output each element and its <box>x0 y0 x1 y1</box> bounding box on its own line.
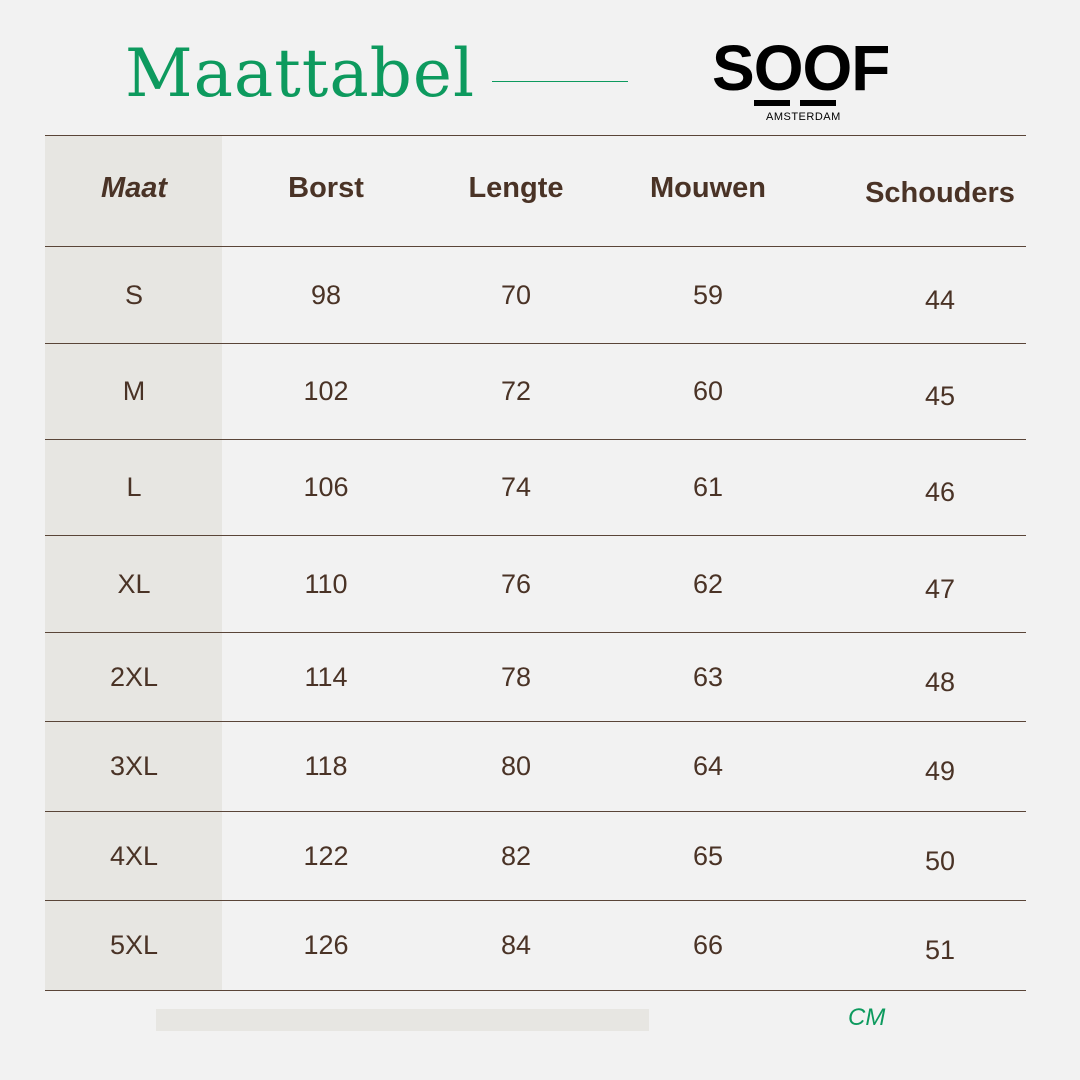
size-cell: 5XL <box>109 930 159 960</box>
row-divider <box>45 246 1026 247</box>
column-header: Mouwen <box>650 172 766 204</box>
measure-cell: 44 <box>924 284 956 315</box>
measure-cell: 106 <box>303 472 349 502</box>
brand-logo: SOOF AMSTERDAM <box>712 32 894 126</box>
measure-cell: 66 <box>692 930 724 960</box>
row-divider <box>45 721 1026 722</box>
measure-cell: 60 <box>692 376 724 406</box>
measure-cell: 72 <box>500 376 532 406</box>
measure-cell: 78 <box>500 661 532 692</box>
measure-cell: 59 <box>692 279 724 310</box>
logo-bar <box>754 100 790 106</box>
measure-cell: 65 <box>692 840 724 871</box>
measure-cell: 70 <box>500 279 532 310</box>
size-cell: XL <box>117 568 151 599</box>
measure-cell: 76 <box>500 568 532 599</box>
measure-cell: 74 <box>500 472 532 502</box>
row-divider <box>45 135 1026 136</box>
measure-cell: 126 <box>303 930 349 960</box>
measure-cell: 51 <box>924 935 956 965</box>
size-cell: L <box>126 472 142 502</box>
measure-cell: 110 <box>304 568 348 599</box>
measure-cell: 48 <box>924 666 956 697</box>
row-divider <box>45 343 1026 344</box>
logo-wordmark: SOOF <box>712 32 890 104</box>
row-divider <box>45 811 1026 812</box>
measure-cell: 64 <box>692 751 724 781</box>
row-divider <box>45 535 1026 536</box>
measure-cell: 61 <box>692 472 724 502</box>
measure-cell: 122 <box>303 840 349 871</box>
footer-bar <box>156 1009 649 1031</box>
measure-cell: 45 <box>924 381 956 411</box>
column-header: Lengte <box>468 172 564 204</box>
column-header: Maat <box>100 172 168 204</box>
measure-cell: 62 <box>692 568 724 599</box>
row-divider <box>45 900 1026 901</box>
unit-label: CM <box>848 1004 886 1031</box>
size-cell: M <box>122 376 146 406</box>
size-cell: S <box>124 279 143 310</box>
row-divider <box>45 632 1026 633</box>
measure-cell: 82 <box>500 840 532 871</box>
measure-cell: 49 <box>924 756 956 786</box>
measure-cell: 47 <box>924 573 956 604</box>
measure-cell: 63 <box>692 661 724 692</box>
column-header: Borst <box>288 172 364 204</box>
row-divider <box>45 990 1026 991</box>
size-cell: 3XL <box>109 751 159 781</box>
measure-cell: 80 <box>500 751 532 781</box>
page-title: Maattabel <box>125 35 476 112</box>
logo-bar <box>800 100 836 106</box>
row-divider <box>45 439 1026 440</box>
size-column-shade <box>45 135 222 990</box>
title-divider <box>492 81 628 82</box>
size-cell: 4XL <box>109 840 159 871</box>
measure-cell: 46 <box>924 477 956 507</box>
column-header: Schouders <box>865 177 1015 209</box>
measure-cell: 114 <box>304 661 348 692</box>
measure-cell: 98 <box>310 279 342 310</box>
logo-subtitle: AMSTERDAM <box>766 111 841 123</box>
measure-cell: 102 <box>303 376 349 406</box>
measure-cell: 84 <box>500 930 532 960</box>
measure-cell: 50 <box>924 845 956 876</box>
size-cell: 2XL <box>109 661 159 692</box>
measure-cell: 118 <box>304 751 348 781</box>
